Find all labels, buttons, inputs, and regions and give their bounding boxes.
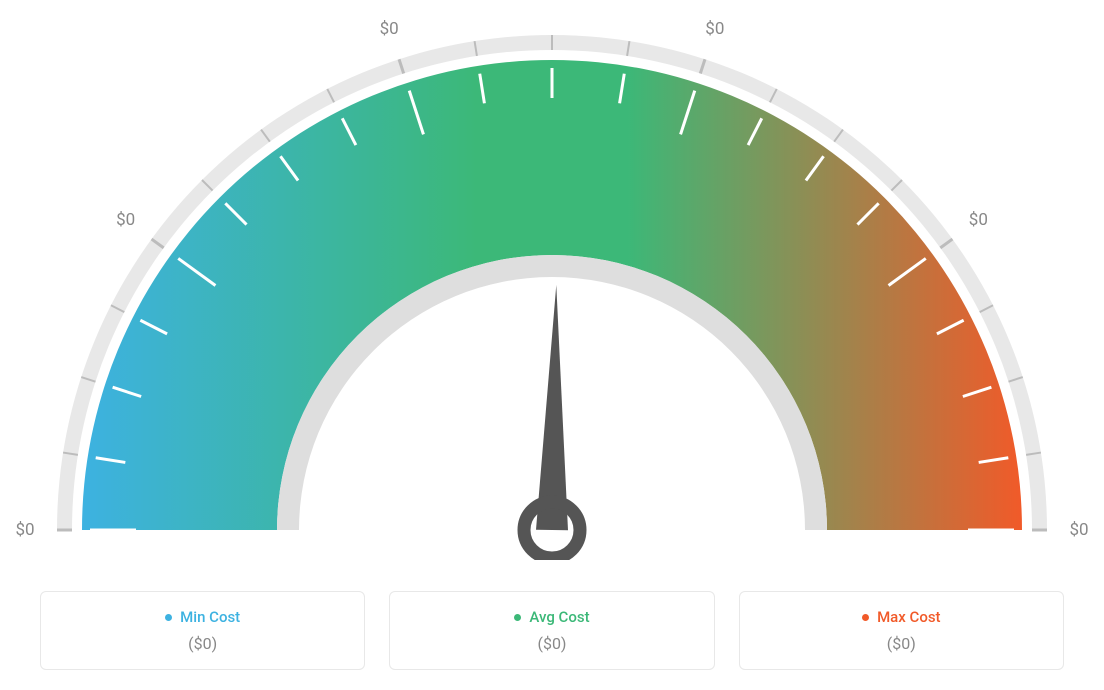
legend-value-min: ($0) bbox=[59, 634, 346, 653]
gauge-tick-label: $0 bbox=[15, 520, 34, 540]
legend-card-avg: Avg Cost ($0) bbox=[389, 591, 714, 671]
gauge-tick-label: $0 bbox=[705, 19, 724, 39]
legend-label-avg-text: Avg Cost bbox=[529, 608, 589, 626]
legend-label-max: Max Cost bbox=[862, 608, 941, 626]
gauge-tick-label: $0 bbox=[380, 19, 399, 39]
legend-dot-avg bbox=[514, 614, 521, 621]
gauge-tick-label: $0 bbox=[969, 210, 988, 230]
legend-label-avg: Avg Cost bbox=[514, 608, 589, 626]
legend-label-min-text: Min Cost bbox=[180, 608, 240, 626]
legend-dot-min bbox=[165, 614, 172, 621]
gauge-svg bbox=[0, 0, 1104, 560]
legend-label-max-text: Max Cost bbox=[877, 608, 941, 626]
legend-label-min: Min Cost bbox=[165, 608, 240, 626]
legend-value-avg: ($0) bbox=[408, 634, 695, 653]
gauge-area: $0 $0 $0 $0 $0 $0 bbox=[0, 0, 1104, 560]
gauge-needle bbox=[536, 285, 568, 530]
gauge-tick-label: $0 bbox=[116, 210, 135, 230]
legend-dot-max bbox=[862, 614, 869, 621]
gauge-chart-container: $0 $0 $0 $0 $0 $0 Min Cost ($0) Avg Cost ($0)… bbox=[0, 0, 1104, 690]
gauge-tick-label: $0 bbox=[1069, 520, 1088, 540]
legend-value-max: ($0) bbox=[758, 634, 1045, 653]
legend-card-max: Max Cost ($0) bbox=[739, 591, 1064, 671]
legend-card-min: Min Cost ($0) bbox=[40, 591, 365, 671]
legend-row: Min Cost ($0) Avg Cost ($0) Max Cost ($0… bbox=[40, 591, 1064, 671]
